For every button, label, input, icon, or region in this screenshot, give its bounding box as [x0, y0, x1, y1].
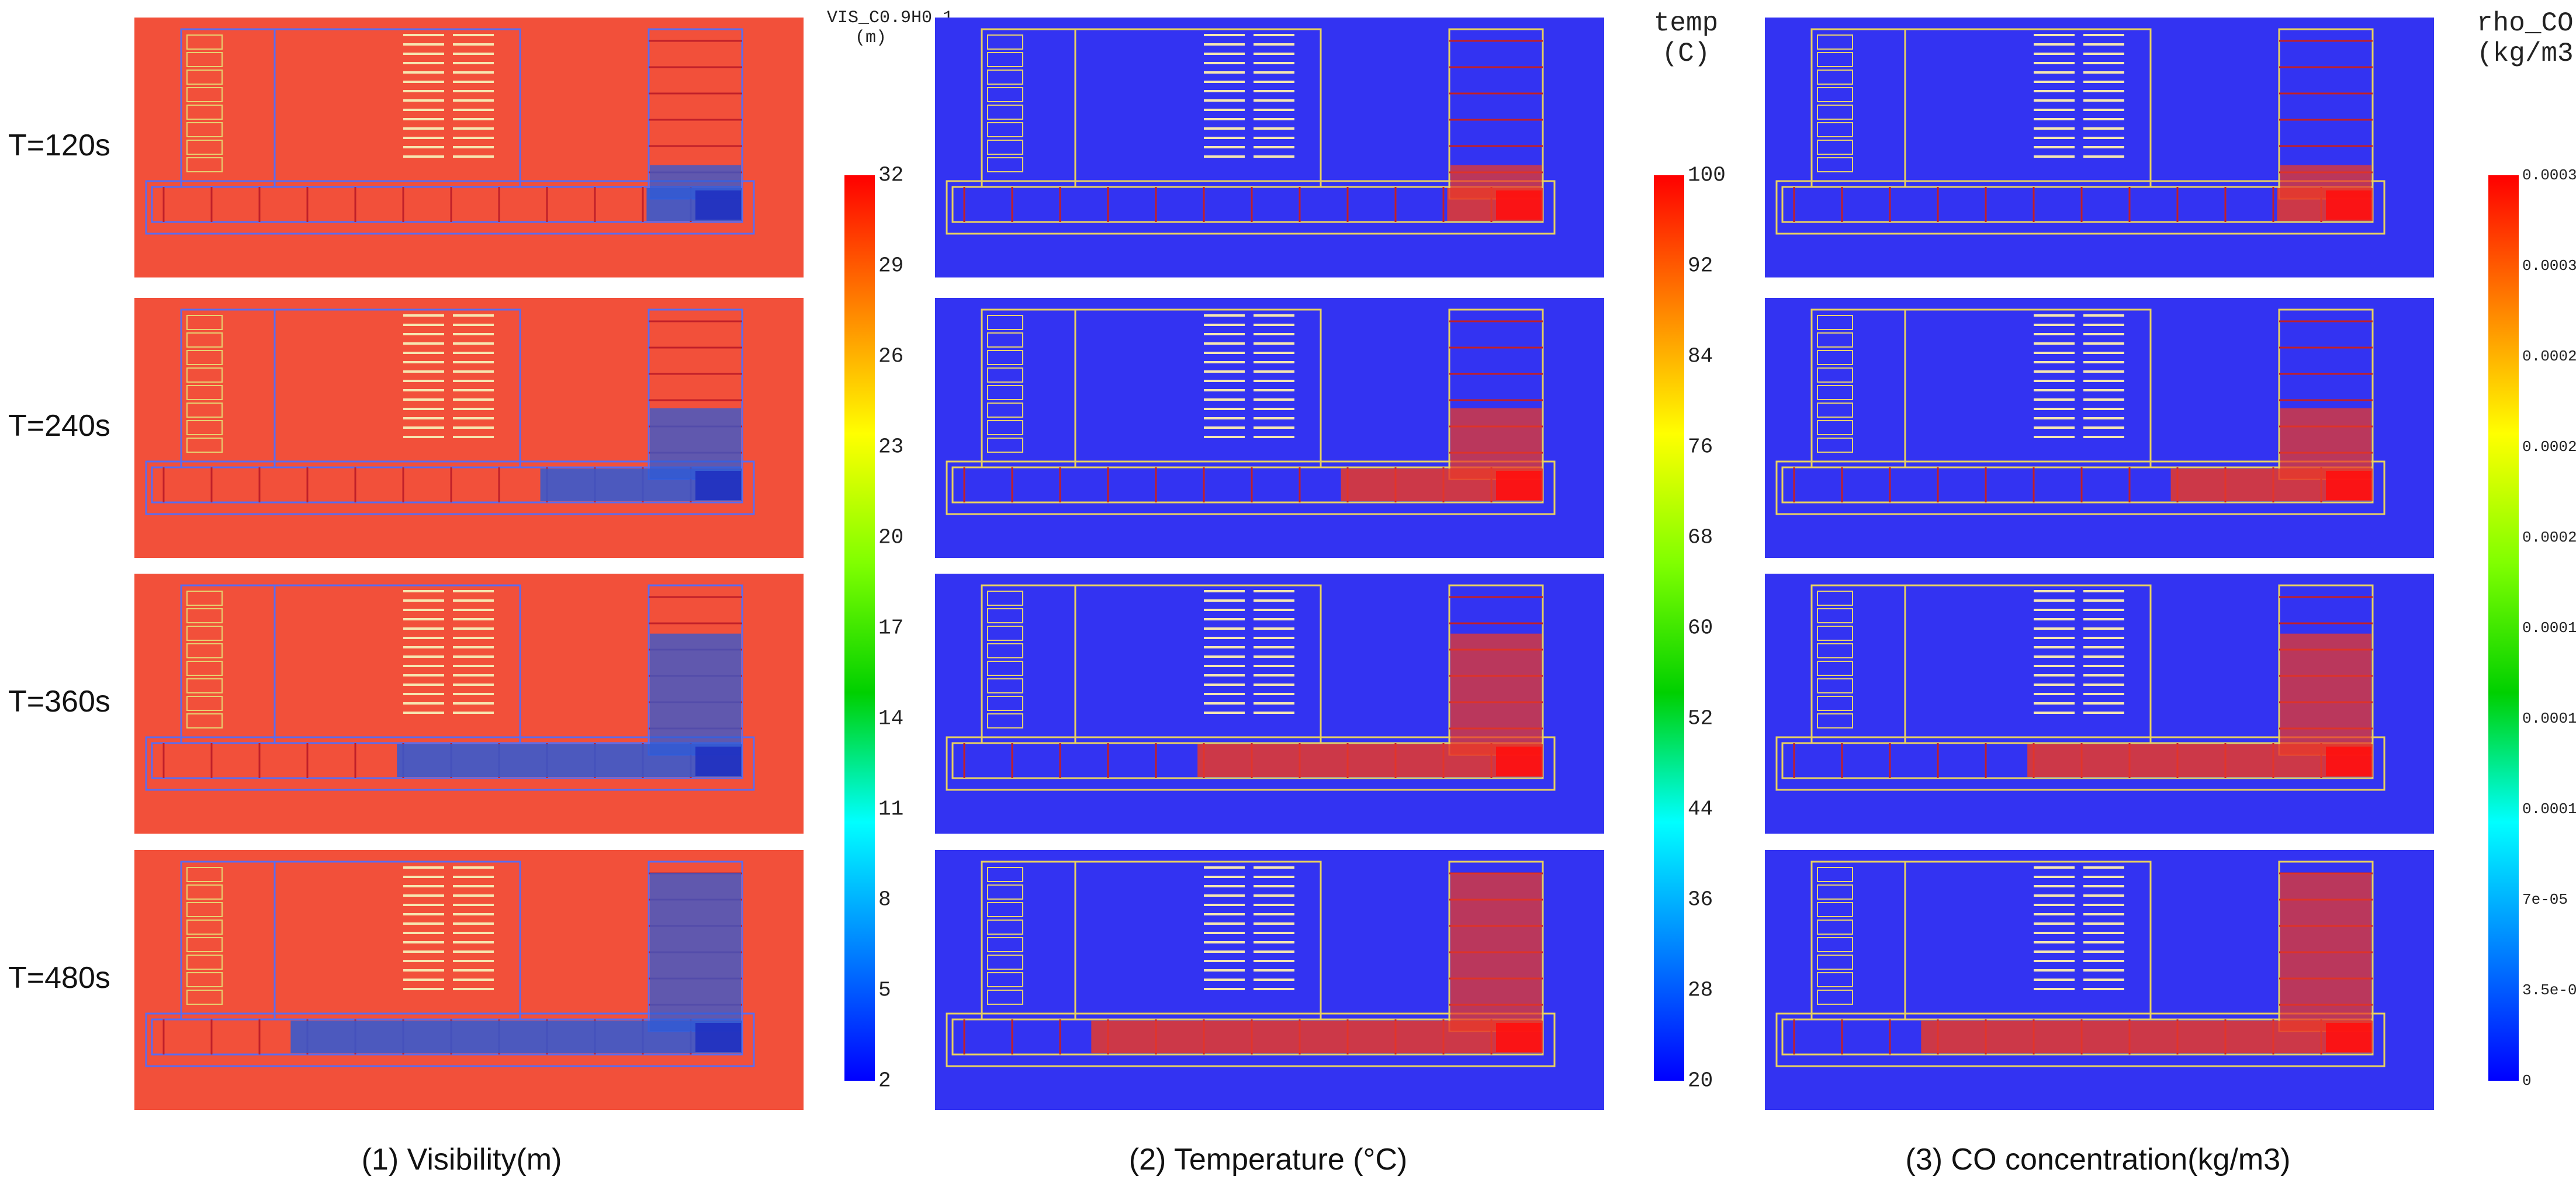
- sim-panel: [1765, 18, 2434, 277]
- colorbar-tick-label: 7e-05: [2522, 891, 2568, 908]
- floorplan-svg: [1765, 298, 2434, 558]
- colorbar-tick-label: 11: [878, 797, 904, 821]
- colorbar-tick-label: 28: [1688, 978, 1713, 1002]
- sim-panel: [134, 18, 804, 277]
- floorplan-svg: [935, 18, 1604, 277]
- colorbar-tick-label: 0: [2522, 1072, 2532, 1090]
- floorplan-svg: [134, 574, 804, 834]
- column-caption: (3) CO concentration(kg/m3): [1905, 1143, 2291, 1177]
- time-label: T=480s: [8, 960, 110, 995]
- column-caption: (2) Temperature (°C): [1128, 1143, 1408, 1177]
- sim-panel: [1765, 850, 2434, 1110]
- colorbar-tick-label: 26: [878, 344, 904, 369]
- colorbar-tick-label: 76: [1688, 435, 1713, 459]
- colorbar-tick-label: 29: [878, 254, 904, 278]
- colorbar: temp (C) 100 92 84 76 68 60 52 44 36 28 20: [1654, 0, 1741, 1190]
- colorbar-tick-label: 3.5e-05: [2522, 981, 2576, 999]
- colorbar-title: rho_CO (kg/m3): [2477, 8, 2576, 69]
- colorbar-tick-label: 14: [878, 706, 904, 731]
- floorplan-svg: [1765, 850, 2434, 1110]
- colorbar-tick-label: 32: [878, 163, 904, 188]
- colorbar-gradient: [2488, 175, 2519, 1081]
- colorbar-tick-label: 17: [878, 616, 904, 640]
- colorbar-tick-label: 8: [878, 887, 891, 912]
- colorbar-tick-label: 36: [1688, 887, 1713, 912]
- colorbar-tick-label: 0.00028: [2522, 348, 2576, 365]
- time-label: T=120s: [8, 128, 110, 162]
- time-label: T=360s: [8, 684, 110, 719]
- colorbar-tick-label: 23: [878, 435, 904, 459]
- colorbar-tick-label: 0.00021: [2522, 529, 2576, 546]
- colorbar: VIS_C0.9H0.1 (m) 32 29 26 23 20 17 14 11 8 5 2: [827, 0, 953, 1190]
- colorbar-tick-label: 92: [1688, 254, 1713, 278]
- floorplan-svg: [134, 850, 804, 1110]
- colorbar-title: VIS_C0.9H0.1 (m): [827, 8, 954, 48]
- colorbar-title: temp (C): [1653, 8, 1719, 69]
- sim-panel: [935, 850, 1604, 1110]
- sim-panel: [134, 574, 804, 834]
- sim-panel: [935, 574, 1604, 834]
- colorbar-tick-label: 68: [1688, 525, 1713, 550]
- sim-panel: [1765, 298, 2434, 558]
- sim-panel: [1765, 574, 2434, 834]
- floorplan-svg: [134, 298, 804, 558]
- floorplan-svg: [1765, 574, 2434, 834]
- floorplan-svg: [935, 850, 1604, 1110]
- colorbar-tick-label: 0.000245: [2522, 438, 2576, 456]
- colorbar-tick-label: 20: [878, 525, 904, 550]
- floorplan-svg: [935, 574, 1604, 834]
- colorbar: rho_CO (kg/m3) 0.00035 0.000315 0.00028 0.00…: [2477, 0, 2576, 1190]
- colorbar-gradient: [844, 175, 875, 1081]
- colorbar-gradient: [1654, 175, 1684, 1081]
- colorbar-tick-label: 0.00014: [2522, 710, 2576, 727]
- column-caption: (1) Visibility(m): [361, 1143, 562, 1177]
- colorbar-tick-label: 0.00035: [2522, 166, 2576, 184]
- floorplan-svg: [1765, 18, 2434, 277]
- colorbar-tick-label: 0.000175: [2522, 619, 2576, 637]
- floorplan-svg: [935, 298, 1604, 558]
- colorbar-tick-label: 60: [1688, 616, 1713, 640]
- time-label: T=240s: [8, 408, 110, 443]
- sim-panel: [935, 298, 1604, 558]
- sim-panel: [935, 18, 1604, 277]
- colorbar-tick-label: 84: [1688, 344, 1713, 369]
- colorbar-tick-label: 100: [1688, 163, 1726, 188]
- floorplan-svg: [134, 18, 804, 277]
- sim-panel: [134, 298, 804, 558]
- colorbar-tick-label: 0.000315: [2522, 257, 2576, 275]
- colorbar-tick-label: 44: [1688, 797, 1713, 821]
- colorbar-tick-label: 2: [878, 1068, 891, 1093]
- colorbar-tick-label: 20: [1688, 1068, 1713, 1093]
- colorbar-tick-label: 0.000105: [2522, 800, 2576, 818]
- colorbar-tick-label: 5: [878, 978, 891, 1002]
- colorbar-tick-label: 52: [1688, 706, 1713, 731]
- sim-panel: [134, 850, 804, 1110]
